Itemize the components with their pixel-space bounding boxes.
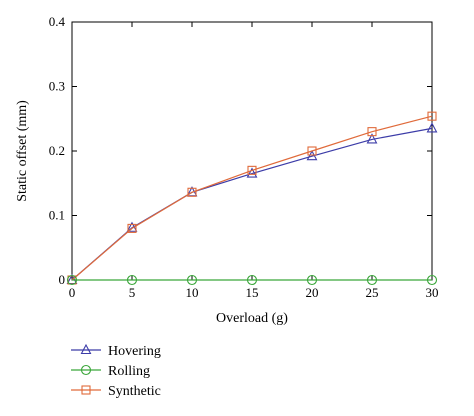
series-line-hovering bbox=[71, 127, 433, 281]
data-point-rolling bbox=[426, 274, 438, 286]
x-tick-label: 30 bbox=[426, 285, 439, 300]
x-tick-label: 0 bbox=[69, 285, 76, 300]
y-tick-label: 0.4 bbox=[49, 14, 66, 29]
legend: Hovering Rolling Synthetic bbox=[71, 343, 161, 399]
data-point-synthetic bbox=[127, 223, 137, 233]
legend-item-hovering: Hovering bbox=[71, 343, 161, 359]
y-tick-label: 0.3 bbox=[49, 79, 65, 94]
data-point-rolling bbox=[186, 274, 198, 286]
data-point-rolling bbox=[66, 274, 78, 286]
legend-label: Hovering bbox=[108, 344, 161, 359]
y-tick-label: 0.2 bbox=[49, 143, 65, 158]
plot-frame bbox=[71, 21, 433, 281]
x-tick-label: 15 bbox=[246, 285, 259, 300]
legend-item-rolling: Rolling bbox=[71, 364, 150, 379]
axis-tick-labels: 0 5 10 15 20 25 30 0 0.1 0.2 0.3 0.4 bbox=[49, 14, 439, 300]
axis-ticks bbox=[71, 21, 433, 281]
y-axis-title: Static offset (mm) bbox=[15, 100, 30, 202]
data-point-hovering bbox=[246, 167, 258, 178]
data-point-rolling bbox=[366, 274, 378, 286]
data-point-rolling bbox=[126, 274, 138, 286]
legend-label: Rolling bbox=[108, 364, 150, 379]
legend-label: Synthetic bbox=[108, 384, 161, 399]
x-tick-label: 5 bbox=[129, 285, 136, 300]
data-point-rolling bbox=[306, 274, 318, 286]
legend-item-synthetic: Synthetic bbox=[71, 384, 161, 399]
data-point-synthetic bbox=[187, 187, 197, 197]
series-line-synthetic bbox=[71, 115, 433, 281]
x-axis-title: Overload (g) bbox=[216, 311, 288, 326]
data-point-synthetic bbox=[247, 165, 257, 175]
series-synthetic bbox=[67, 111, 437, 285]
data-point-rolling bbox=[246, 274, 258, 286]
legend-swatch-marker bbox=[80, 343, 92, 355]
x-tick-label: 10 bbox=[186, 285, 199, 300]
data-point-synthetic bbox=[427, 111, 437, 121]
legend-swatch-marker bbox=[81, 385, 91, 395]
y-tick-label: 0 bbox=[59, 272, 66, 287]
data-point-hovering bbox=[426, 122, 438, 133]
series-hovering bbox=[66, 122, 438, 285]
legend-swatch-marker bbox=[80, 364, 92, 376]
series-rolling bbox=[66, 274, 438, 286]
y-tick-label: 0.1 bbox=[49, 208, 65, 223]
x-tick-label: 20 bbox=[306, 285, 319, 300]
x-tick-label: 25 bbox=[366, 285, 379, 300]
series-group bbox=[66, 111, 438, 286]
data-point-hovering bbox=[366, 133, 378, 144]
data-point-synthetic bbox=[307, 146, 317, 156]
data-point-synthetic bbox=[367, 127, 377, 137]
